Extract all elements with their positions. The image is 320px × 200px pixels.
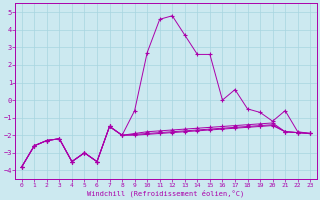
X-axis label: Windchill (Refroidissement éolien,°C): Windchill (Refroidissement éolien,°C) [87,189,244,197]
